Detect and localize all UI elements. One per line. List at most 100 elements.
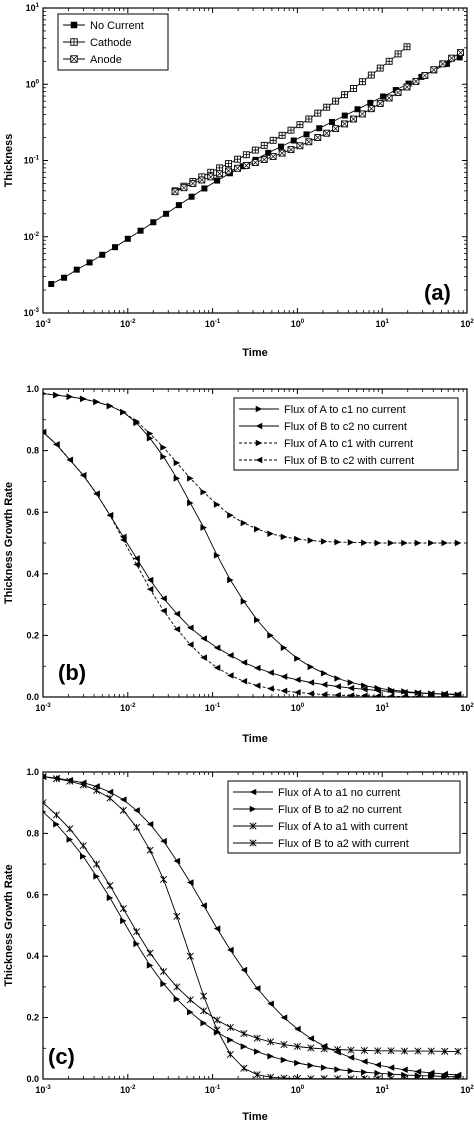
legend-label: Anode bbox=[90, 54, 122, 66]
data-point bbox=[227, 946, 234, 954]
y-tick-base: 10 bbox=[24, 308, 34, 318]
data-point bbox=[213, 552, 221, 559]
plot-area bbox=[43, 773, 462, 1079]
marker-grid bbox=[368, 72, 375, 79]
data-point bbox=[421, 72, 429, 80]
data-point bbox=[187, 1008, 194, 1016]
data-point bbox=[294, 655, 301, 662]
data-point bbox=[374, 687, 381, 694]
x-tick-base: 10 bbox=[376, 1085, 386, 1095]
y-axis: 0.0 0.2 0.4 0.6 0.8 1.0 bbox=[26, 384, 467, 702]
data-point bbox=[86, 259, 93, 266]
plot-area bbox=[48, 43, 465, 288]
data-point bbox=[374, 1075, 382, 1079]
data-point bbox=[358, 78, 366, 86]
data-point bbox=[441, 693, 448, 697]
marker-cross bbox=[198, 176, 206, 184]
data-point bbox=[290, 137, 297, 144]
data-point bbox=[374, 1069, 381, 1077]
y-tick-label: 100 bbox=[26, 79, 40, 89]
data-point bbox=[307, 1044, 315, 1052]
marker-cross bbox=[350, 115, 357, 123]
y-tick-label: 0.6 bbox=[26, 890, 39, 900]
x-tick-base: 10 bbox=[120, 1085, 130, 1095]
y-tick-label: 0.6 bbox=[26, 507, 39, 517]
data-point bbox=[200, 992, 208, 1000]
panel-b: 10-3 10-2 10-1 100 101 1020.00.20.40.60.81.0T… bbox=[3, 384, 474, 745]
data-point bbox=[441, 539, 448, 547]
data-point bbox=[146, 820, 154, 828]
marker-cross bbox=[430, 66, 438, 73]
data-point bbox=[294, 689, 301, 696]
data-point bbox=[387, 1064, 395, 1071]
data-point bbox=[428, 693, 435, 697]
data-point bbox=[106, 788, 114, 796]
y-tick-base: 10 bbox=[24, 232, 34, 242]
marker-cross bbox=[189, 180, 197, 187]
data-point bbox=[120, 536, 127, 544]
data-point bbox=[216, 164, 224, 172]
data-point bbox=[320, 691, 328, 697]
data-point bbox=[454, 1075, 462, 1079]
data-point bbox=[347, 1046, 355, 1054]
marker-cross bbox=[332, 125, 339, 132]
data-point bbox=[200, 1019, 207, 1027]
data-point bbox=[347, 1075, 355, 1079]
data-point bbox=[418, 73, 425, 80]
data-point bbox=[347, 692, 355, 697]
data-point bbox=[159, 875, 168, 884]
data-point bbox=[200, 488, 207, 496]
data-point bbox=[403, 83, 411, 91]
data-point bbox=[316, 125, 323, 132]
data-point bbox=[448, 54, 456, 62]
data-point bbox=[173, 983, 181, 991]
x-tick-label: 101 bbox=[376, 1085, 390, 1095]
y-tick-label: 0.8 bbox=[26, 446, 39, 456]
series-line bbox=[43, 431, 459, 695]
data-point bbox=[146, 435, 154, 442]
data-point bbox=[160, 837, 167, 845]
data-point bbox=[320, 1075, 328, 1079]
data-point bbox=[280, 687, 288, 695]
data-point bbox=[267, 669, 274, 676]
data-point bbox=[227, 652, 234, 659]
y-tick-exp: 0 bbox=[36, 79, 40, 85]
marker-grid bbox=[323, 104, 330, 111]
data-point bbox=[441, 1075, 449, 1079]
x-tick-label: 10-3 bbox=[35, 1085, 51, 1095]
legend-box bbox=[233, 397, 459, 471]
x-tick-label: 100 bbox=[291, 703, 305, 713]
data-point bbox=[187, 475, 194, 482]
x-tick-base: 10 bbox=[205, 319, 215, 329]
data-point bbox=[79, 395, 87, 403]
x-tick-label: 10-3 bbox=[35, 703, 51, 713]
data-point bbox=[93, 873, 100, 880]
series-1 bbox=[43, 773, 462, 1079]
y-tick-base: 10 bbox=[26, 79, 36, 89]
data-point bbox=[267, 1053, 274, 1060]
y-tick-label: 0.4 bbox=[26, 951, 39, 961]
data-point bbox=[347, 1054, 355, 1061]
data-point bbox=[401, 693, 408, 697]
data-point bbox=[200, 654, 207, 661]
data-point bbox=[394, 50, 402, 58]
data-point bbox=[267, 1000, 274, 1008]
x-tick-base: 10 bbox=[35, 1085, 45, 1095]
data-point bbox=[99, 251, 106, 258]
data-point bbox=[277, 143, 284, 150]
data-point bbox=[133, 561, 140, 568]
data-point bbox=[361, 1068, 368, 1076]
data-point bbox=[374, 539, 381, 547]
data-point bbox=[146, 846, 154, 854]
data-point bbox=[92, 786, 101, 794]
legend-marker bbox=[249, 788, 257, 796]
marker-grid bbox=[216, 164, 223, 171]
legend-marker bbox=[70, 38, 78, 46]
data-point bbox=[294, 535, 301, 543]
data-point bbox=[124, 235, 131, 242]
data-point bbox=[376, 100, 384, 107]
data-point bbox=[227, 672, 234, 679]
x-tick-label: 10-3 bbox=[35, 319, 51, 329]
data-point bbox=[454, 1047, 462, 1055]
marker-cross bbox=[269, 153, 277, 160]
